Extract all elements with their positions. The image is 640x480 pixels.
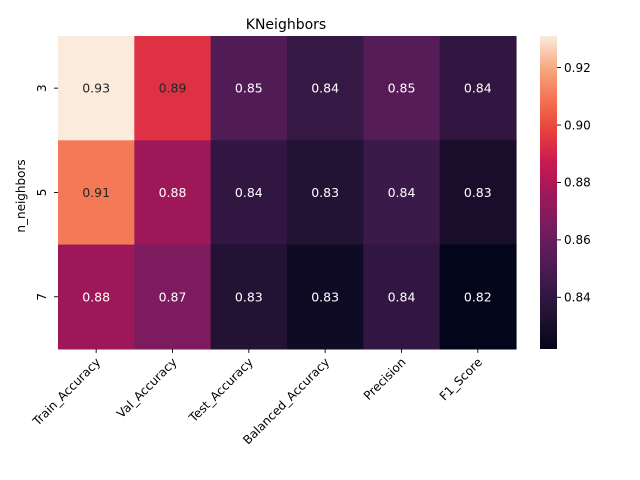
cell-annotation: 0.84 [235,185,263,200]
heatmap-cell [134,140,212,246]
colorbar: 0.84 0.86 0.88 0.90 0.92 [540,36,591,349]
heatmap-cell [439,140,517,246]
heatmap-cell [363,36,441,141]
x-tick-label: Balanced_Accuracy [240,355,332,447]
x-tick-label: Val_Accuracy [114,355,180,421]
y-tick-label: 7 [35,293,49,301]
heatmap-cells [58,36,517,350]
colorbar-tick-label: 0.86 [564,233,591,247]
cell-annotation: 0.84 [388,185,416,200]
y-tick-label: 3 [35,84,49,92]
heatmap-cell [363,244,441,350]
y-axis-label: n_neighbors [14,159,28,232]
heatmap-cell [58,244,135,350]
cell-annotation: 0.88 [82,289,110,304]
cell-annotation: 0.82 [464,289,492,304]
heatmap-cell [286,36,364,141]
cell-annotation: 0.84 [388,289,416,304]
colorbar-tick-label: 0.84 [564,291,591,305]
heatmap-cell [363,140,441,246]
x-tick-label: F1_Score [437,355,485,403]
heatmap-cell [210,140,288,246]
colorbar-tick-label: 0.88 [564,176,591,190]
cell-annotation: 0.88 [159,185,187,200]
cell-annotation: 0.91 [82,185,110,200]
cell-annotation: 0.84 [464,81,492,96]
cell-annotation: 0.85 [388,81,416,96]
heatmap-cell [210,36,288,141]
cell-annotations: 0.93 0.89 0.85 0.84 0.85 0.84 0.91 0.88 0.84 0.83… [82,81,492,305]
x-tick-label: Train_Accuracy [29,355,103,429]
x-axis: Train_Accuracy Val_Accuracy Test_AccuracyB… [29,348,485,447]
cell-annotation: 0.84 [311,81,339,96]
heatmap-cell [210,244,288,350]
cell-annotation: 0.87 [159,289,187,304]
heatmap-cell [439,36,517,141]
x-tick-label: Precision [361,355,409,403]
y-tick-label: 5 [35,189,49,197]
cell-annotation: 0.83 [311,185,339,200]
cell-annotation: 0.93 [82,81,110,96]
cell-annotation: 0.83 [464,185,492,200]
chart-title: KNeighbors [246,17,326,33]
heatmap-cell [58,140,135,246]
x-tick-label: Test_Accuracy [186,355,256,425]
heatmap-cell [286,140,364,246]
colorbar-gradient [540,36,557,349]
heatmap-cell [286,244,364,350]
cell-annotation: 0.83 [235,289,263,304]
y-axis: 3 5 7 [35,84,58,301]
heatmap-cell [134,36,212,141]
heatmap-cell [439,244,517,350]
colorbar-tick-label: 0.92 [564,61,591,75]
cell-annotation: 0.83 [311,289,339,304]
colorbar-tick-label: 0.90 [564,118,591,132]
heatmap-cell [58,36,135,141]
heatmap-cell [134,244,212,350]
cell-annotation: 0.89 [159,81,187,96]
cell-annotation: 0.85 [235,81,263,96]
